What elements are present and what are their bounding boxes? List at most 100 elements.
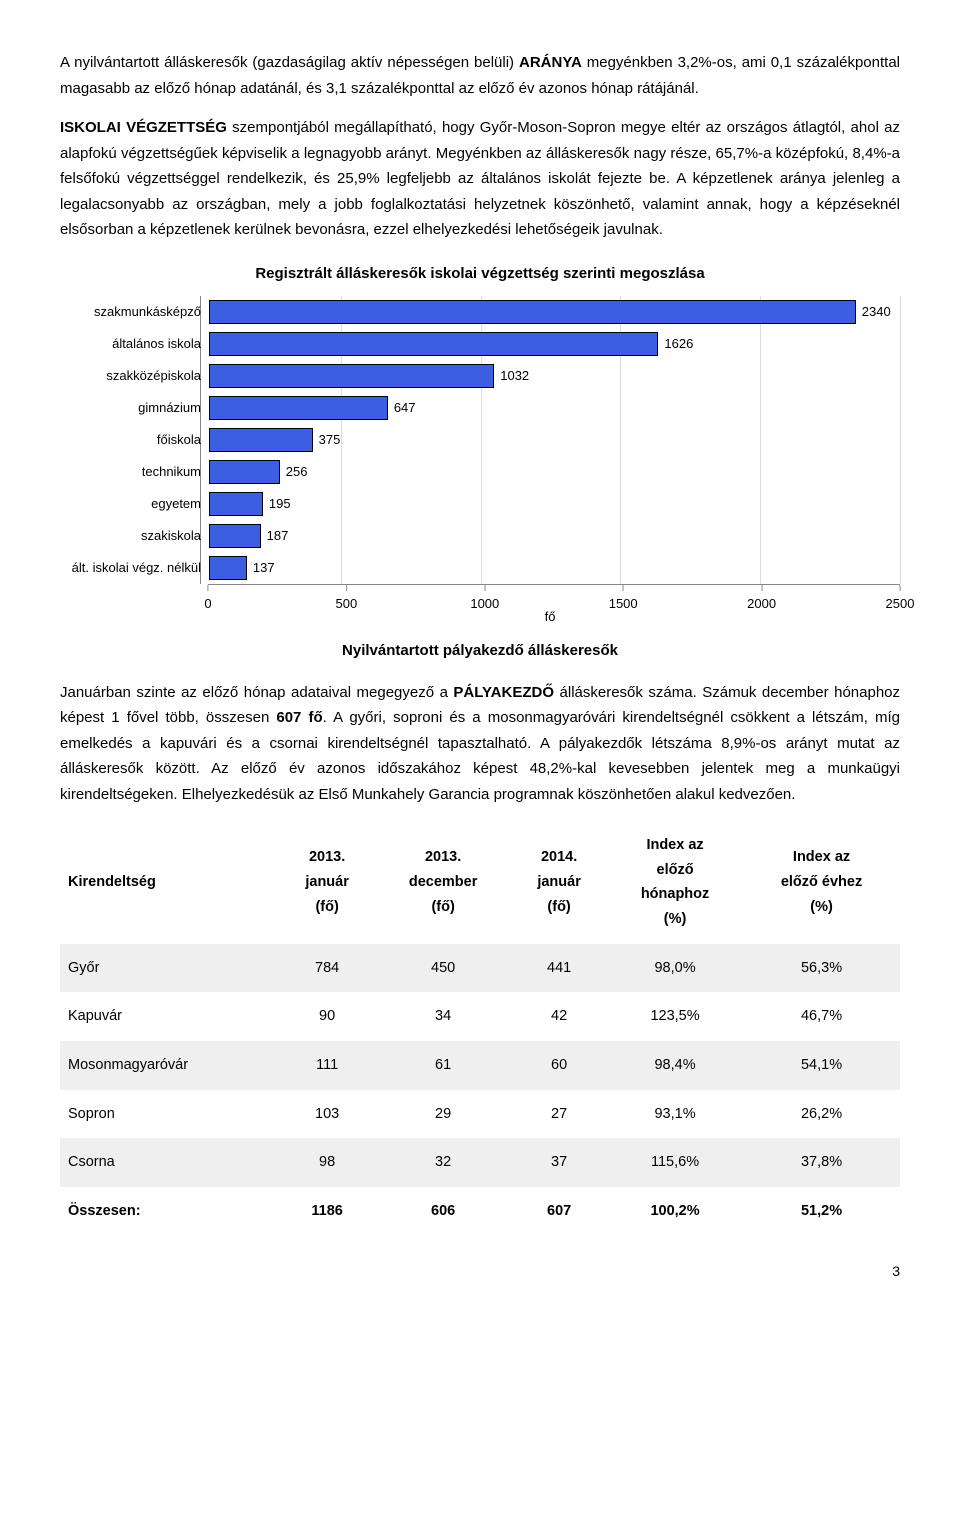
table-cell: 54,1% [743,1041,900,1090]
bar [209,556,247,580]
bar-row: főiskola 375 [61,424,900,456]
para-3-a: Januárban szinte az előző hónap adataiva… [60,684,453,701]
table-cell: Győr [60,944,279,993]
table-cell: 60 [511,1041,607,1090]
table-cell: 93,1% [607,1090,743,1139]
table-cell: 56,3% [743,944,900,993]
bar-value-label: 1032 [500,365,529,387]
chart-title: Regisztrált álláskeresők iskolai végzett… [60,261,900,287]
bar-category-label: szakiskola [61,525,209,547]
bar-category-label: főiskola [61,429,209,451]
x-tick: 1000 [470,585,499,615]
bar-value-label: 1626 [664,333,693,355]
bar-row: ált. iskolai végz. nélkül137 [61,552,900,584]
bar-category-label: gimnázium [61,397,209,419]
table-cell: 51,2% [743,1187,900,1236]
table-total-row: Összesen:1186606607100,2%51,2% [60,1187,900,1236]
para-3: Januárban szinte az előző hónap adataiva… [60,680,900,808]
table-header-cell: 2013.december(fő) [375,821,511,944]
table-row: Kapuvár903442123,5%46,7% [60,992,900,1041]
x-tick: 2500 [886,585,915,615]
table-cell: Mosonmagyaróvár [60,1041,279,1090]
table-header-cell: 2013.január(fő) [279,821,375,944]
table-cell: 441 [511,944,607,993]
chart-plot-area: szakmunkásképző2340általános iskola1626s… [200,296,900,584]
bar [209,460,280,484]
edu-bar-chart: szakmunkásképző 2340 általános iskola 1626 s… [60,296,900,628]
table-cell: 784 [279,944,375,993]
bar-value-label: 195 [269,493,291,515]
table-cell: 90 [279,992,375,1041]
bar [209,524,261,548]
table-header-row: Kirendeltség2013.január(fő)2013.december… [60,821,900,944]
table-cell: Kapuvár [60,992,279,1041]
bar-category-label: egyetem [61,493,209,515]
table-cell: 37,8% [743,1138,900,1187]
bar-category-label: szakmunkásképző [61,301,209,323]
bar-value-label: 375 [319,429,341,451]
para-2-a: ISKOLAI VÉGZETTSÉG [60,119,227,136]
bar [209,364,494,388]
para-3-b: PÁLYAKEZDŐ [453,684,554,701]
bar-row: technikum 256 [61,456,900,488]
table-header-cell: Index azelőző évhez(%) [743,821,900,944]
table-cell: 37 [511,1138,607,1187]
bar-row: szakmunkásképző 2340 [61,296,900,328]
x-tick: 500 [336,585,358,615]
bar-value-label: 647 [394,397,416,419]
table-header-cell: 2014.január(fő) [511,821,607,944]
table-cell: 26,2% [743,1090,900,1139]
table-row: Mosonmagyaróvár111616098,4%54,1% [60,1041,900,1090]
x-tick: 1500 [609,585,638,615]
table-cell: 29 [375,1090,511,1139]
x-axis-area: 05001000150020002500 [208,584,900,609]
bar-category-label: általános iskola [61,333,209,355]
chart-x-axis: 05001000150020002500 [60,584,900,608]
x-tick: 2000 [747,585,776,615]
table-cell: 100,2% [607,1187,743,1236]
table-cell: Összesen: [60,1187,279,1236]
table-cell: 606 [375,1187,511,1236]
table-header-cell: Index azelőzőhónaphoz(%) [607,821,743,944]
para-1: A nyilvántartott álláskeresők (gazdasági… [60,50,900,101]
table-row: Győr78445044198,0%56,3% [60,944,900,993]
bar-category-label: ált. iskolai végz. nélkül [61,557,209,579]
table-cell: 115,6% [607,1138,743,1187]
table-cell: 32 [375,1138,511,1187]
para-1-a: A nyilvántartott álláskeresők (gazdasági… [60,54,519,71]
bar-row: általános iskola 1626 [61,328,900,360]
bar-category-label: technikum [61,461,209,483]
bar-row: egyetem 195 [61,488,900,520]
table-cell: 123,5% [607,992,743,1041]
page-number: 3 [60,1260,900,1284]
table-cell: 103 [279,1090,375,1139]
table-header-cell: Kirendeltség [60,821,279,944]
para-2-b: szempontjából megállapítható, hogy Győr-… [60,119,900,238]
table-body: Győr78445044198,0%56,3%Kapuvár903442123,… [60,944,900,1236]
table-cell: Csorna [60,1138,279,1187]
kirendeltseg-table: Kirendeltség2013.január(fő)2013.december… [60,821,900,1235]
bar-value-label: 187 [267,525,289,547]
table-cell: 450 [375,944,511,993]
para-2: ISKOLAI VÉGZETTSÉG szempontjából megálla… [60,115,900,243]
para-3-d: 607 fő [276,709,322,726]
table-cell: 1186 [279,1187,375,1236]
bar-value-label: 256 [286,461,308,483]
bar [209,492,263,516]
x-tick: 0 [204,585,211,615]
table-cell: 607 [511,1187,607,1236]
bar [209,428,313,452]
bar-category-label: szakközépiskola [61,365,209,387]
table-cell: 98,0% [607,944,743,993]
table-cell: 46,7% [743,992,900,1041]
bar-row: gimnázium 647 [61,392,900,424]
bar-value-label: 2340 [862,301,891,323]
bar [209,332,658,356]
para-1-b: ARÁNYA [519,54,582,71]
table-cell: 98,4% [607,1041,743,1090]
table-row: Sopron103292793,1%26,2% [60,1090,900,1139]
table-cell: 27 [511,1090,607,1139]
bar-row: szakiskola 187 [61,520,900,552]
table-row: Csorna983237115,6%37,8% [60,1138,900,1187]
bar [209,396,388,420]
